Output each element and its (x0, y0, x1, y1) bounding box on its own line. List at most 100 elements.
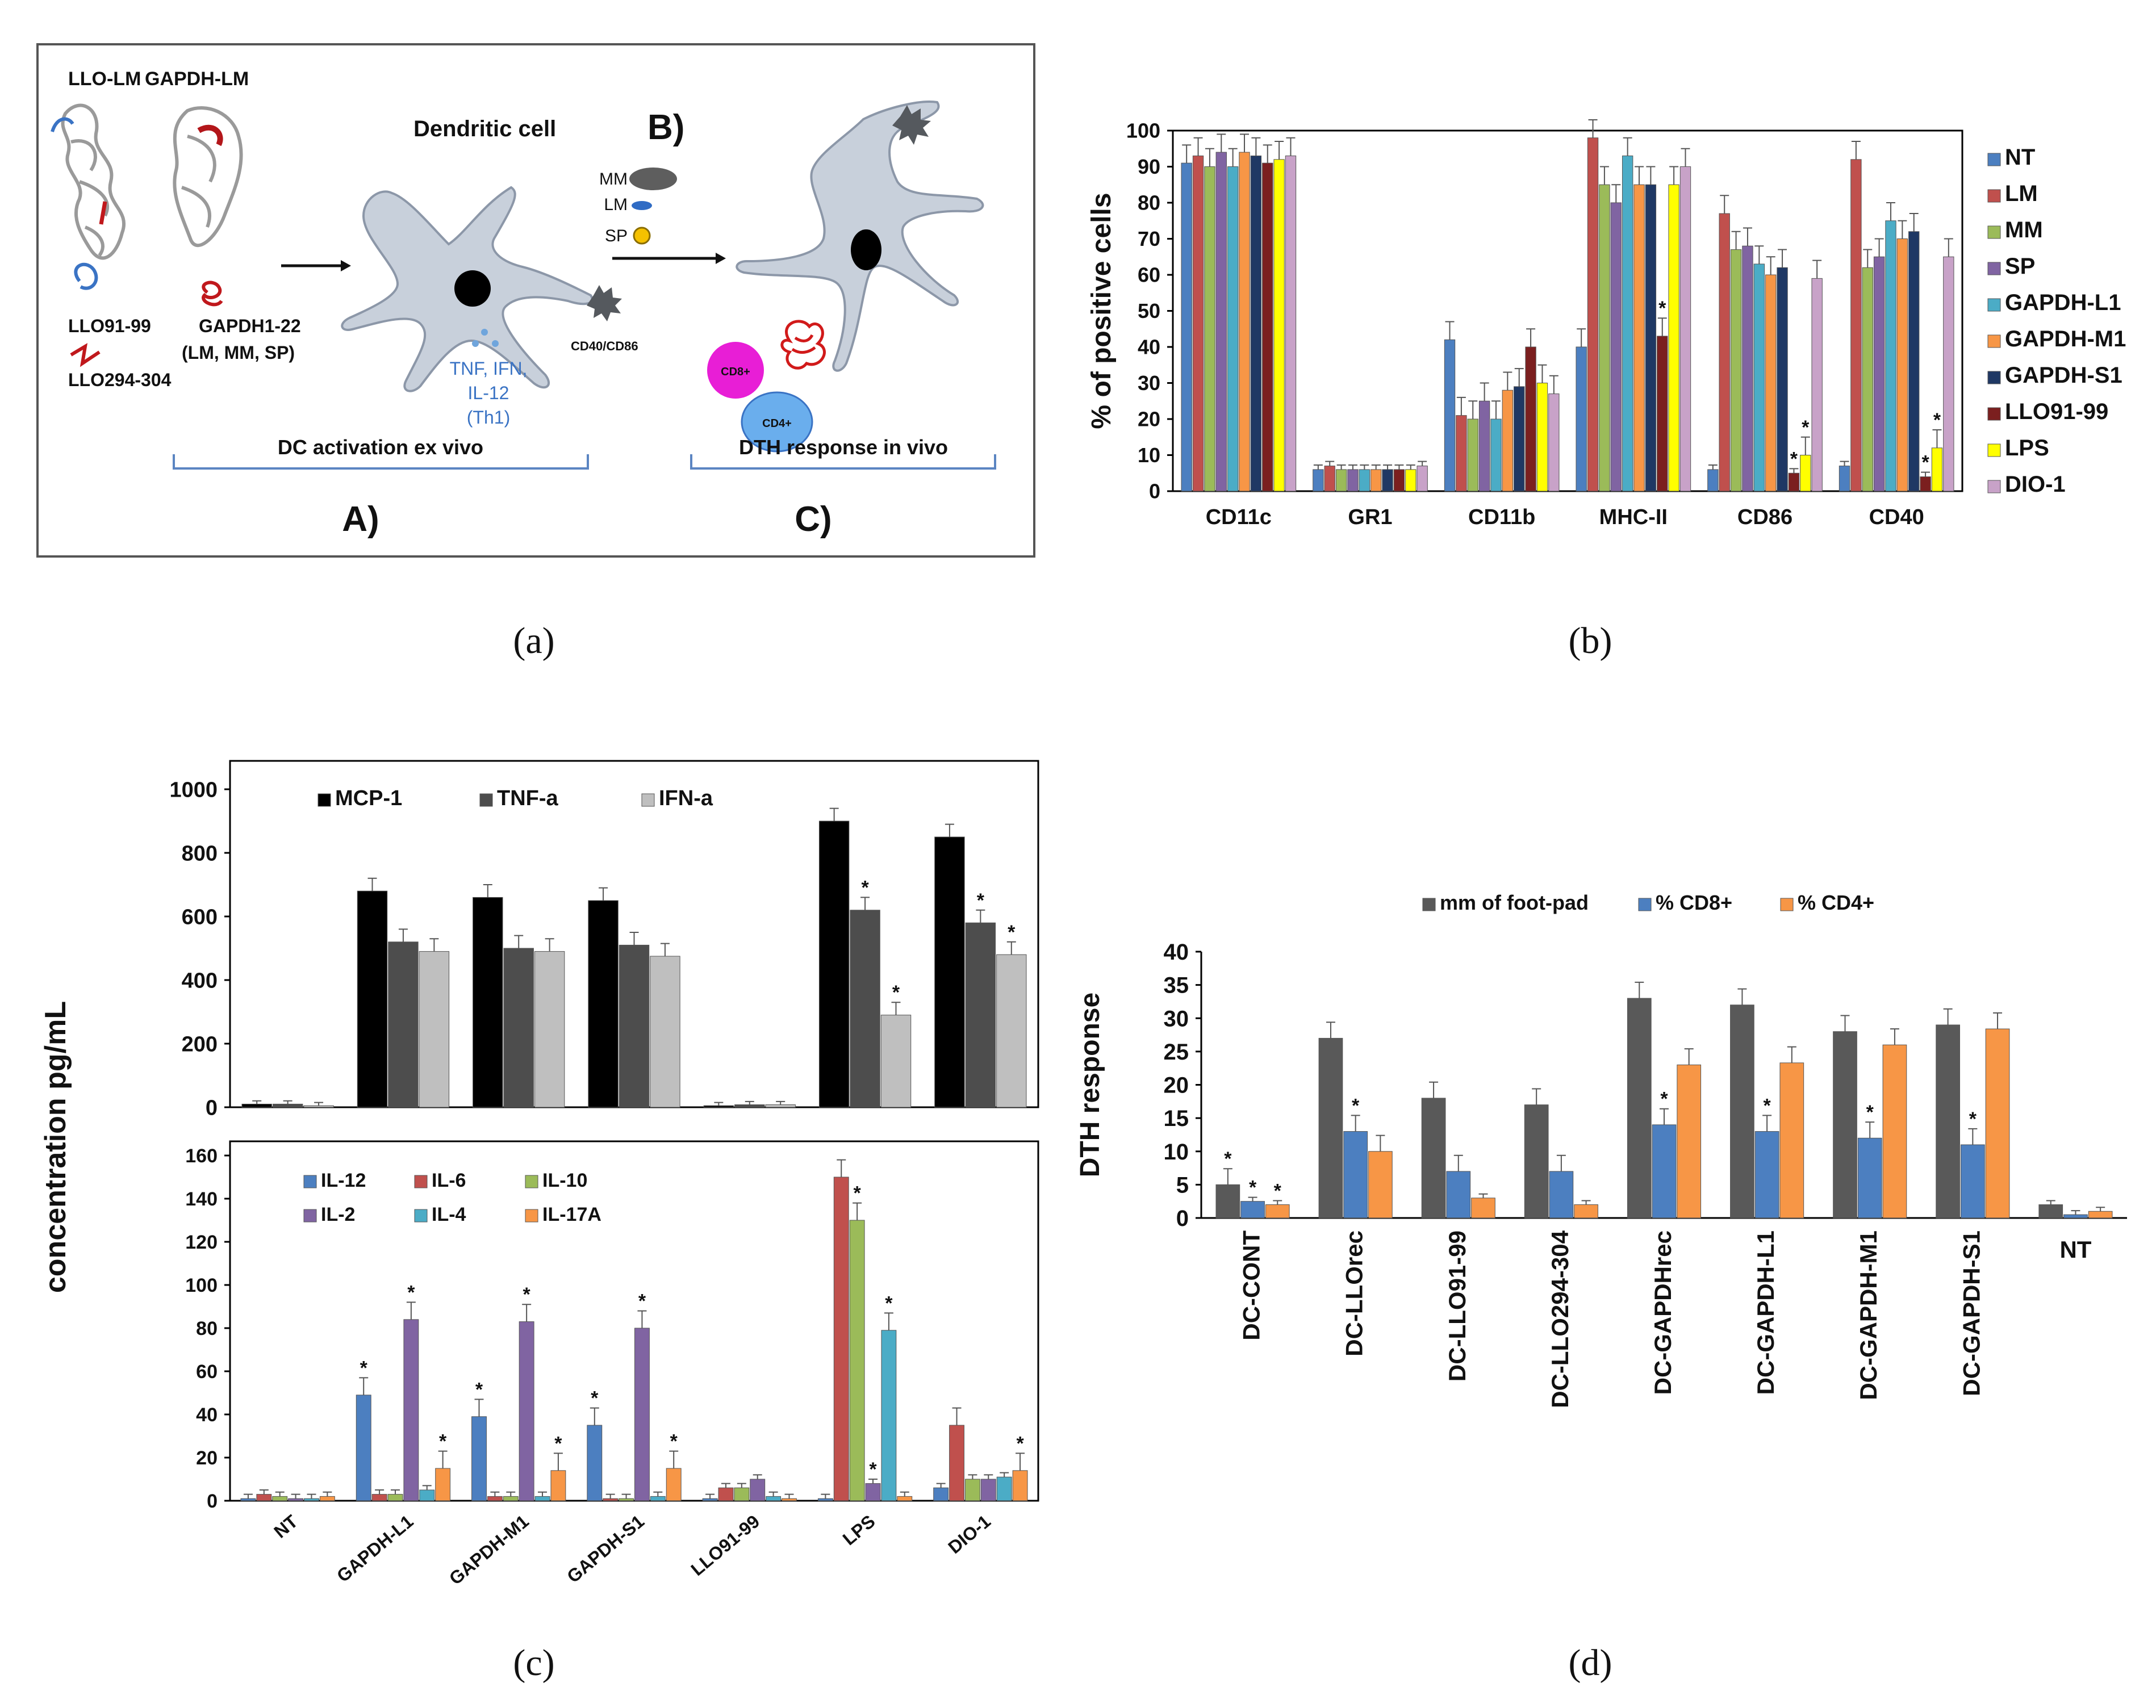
chart-c-bottom-error-bar (259, 1489, 269, 1494)
chart-b-bar (1908, 231, 1920, 492)
chart-b-error-bar (1217, 133, 1226, 153)
chart-d-error-bar (1248, 1196, 1257, 1202)
chart-d-bar (1677, 1064, 1702, 1219)
chart-b-legend-swatch (1987, 334, 2001, 348)
chart-d-error-bar (1968, 1128, 1978, 1145)
chart-c-bottom-bar (288, 1498, 304, 1501)
chart-c-bottom-significance-star: * (869, 1459, 877, 1480)
chart-d-bar (1833, 1031, 1857, 1219)
chart-c-top-bar (473, 897, 503, 1108)
chart-d-category-label: DC-LLOrec (1341, 1230, 1368, 1357)
panel-c-label: (c) (513, 1642, 554, 1684)
chart-b-error-bar (1468, 400, 1478, 419)
chart-b-significance-star: * (1802, 417, 1810, 438)
chart-b-bar (1514, 386, 1525, 492)
chart-b-bar (1850, 159, 1862, 492)
chart-d-bar (1471, 1198, 1495, 1219)
chart-b-bar (1382, 469, 1393, 492)
chart-c-top-legend-label: TNF-a (497, 786, 559, 810)
chart-c-top-y-tick-label: 0 (206, 1096, 218, 1120)
chart-c-top-error-bar (660, 943, 670, 956)
chart-b-bar (1730, 249, 1742, 492)
activation-marker-icon (892, 105, 931, 145)
chart-b-category-label: CD40 (1869, 505, 1924, 529)
chart-b-error-bar (1599, 166, 1609, 185)
chart-c-bottom-bar (897, 1496, 913, 1501)
chart-b-legend-label: NT (2005, 145, 2035, 170)
chart-d-y-tick-label: 20 (1164, 1073, 1189, 1098)
chart-c-bottom-significance-star: * (360, 1357, 368, 1379)
chart-c-top-error-bar (629, 932, 639, 945)
chart-c-bottom-bar (419, 1489, 435, 1501)
chart-c-bottom-category-label: LLO91-99 (687, 1511, 763, 1580)
chart-d-error-bar (1943, 1008, 1953, 1025)
chart-c-bottom-category-label: GAPDH-L1 (333, 1511, 417, 1586)
chart-b-bar (1204, 166, 1215, 492)
chart-b-error-bar (1549, 375, 1558, 394)
chart-c-bottom-bar (619, 1498, 634, 1501)
chart-b-error-bar (1325, 461, 1335, 466)
chart-c-bottom-error-bar (868, 1479, 878, 1484)
chart-b-legend-label: SP (2005, 254, 2035, 279)
chart-b-y-tick-label: 10 (1138, 443, 1160, 467)
legend-mm-label: MM (599, 170, 628, 189)
chart-c-bottom-bar (256, 1494, 272, 1501)
chart-b-error-bar (1418, 461, 1427, 466)
chart-b-bar (1873, 256, 1885, 492)
chart-b-significance-star: * (1790, 448, 1798, 470)
chart-c-top-y-axis-label: concentration pg/mL (39, 1001, 72, 1293)
chart-c-bottom-legend-swatch (303, 1209, 317, 1223)
chart-b-bar (1536, 383, 1548, 492)
chart-b-error-bar (1800, 436, 1810, 455)
cd40-cd86-label: CD40/CD86 (571, 339, 638, 353)
chart-c-bottom-bar (782, 1498, 797, 1501)
chart-d-significance-star: * (1866, 1102, 1874, 1123)
chart-d-category-label: DC-GAPDHrec (1649, 1230, 1676, 1395)
chart-d-significance-star: * (1763, 1095, 1771, 1116)
chart-d-error-bar (1223, 1168, 1232, 1185)
chart-c-bottom-legend-label: IL-4 (432, 1204, 466, 1225)
chart-c-bottom-bar (650, 1496, 666, 1501)
chart-b-bar (1478, 400, 1490, 492)
chart-c-bottom-bar (718, 1487, 734, 1501)
llo-protein-structure (61, 103, 126, 260)
chart-b-bar (1633, 184, 1645, 492)
chart-c-bottom-bar (865, 1483, 881, 1501)
chart-d-error-bar (1635, 981, 1644, 999)
chart-b-bar (1862, 267, 1873, 492)
activation-marker-icon (587, 285, 622, 321)
chart-c-top-legend-label: MCP-1 (335, 786, 402, 810)
chart-c-bottom-bar (817, 1498, 833, 1501)
chart-b-y-tick-label: 30 (1138, 371, 1160, 395)
chart-d-error-bar (1787, 1046, 1796, 1063)
chart-c-top-legend-swatch (641, 793, 655, 807)
chart-d-y-tick-label: 5 (1176, 1173, 1189, 1198)
chart-d-bar (1549, 1171, 1574, 1219)
cytokines-line-1: TNF, IFN, (450, 358, 528, 379)
chart-c-bottom-error-bar (275, 1491, 285, 1497)
chart-c-top-error-bar (483, 884, 492, 898)
chart-c-top-error-bar (976, 909, 985, 923)
chart-b-bar (1610, 202, 1622, 492)
chart-d-legend-label: % CD4+ (1798, 891, 1874, 914)
chart-c-top-bar (880, 1015, 912, 1108)
cytokines-line-3: (Th1) (467, 407, 510, 428)
chart-c-bottom-error-bar (1016, 1452, 1025, 1471)
chart-b-error-bar (1228, 148, 1238, 167)
chart-c-top-error-bar (745, 1100, 754, 1105)
chart-c-bottom-error-bar (705, 1493, 715, 1499)
chart-d-bar (2038, 1204, 2063, 1219)
chart-b-y-tick-label: 60 (1138, 263, 1160, 287)
chart-d-legend-swatch (1422, 898, 1436, 911)
chart-d-y-tick-label: 35 (1164, 973, 1189, 998)
chart-c-bottom-bar (534, 1496, 550, 1501)
chart-d-significance-star: * (1249, 1177, 1257, 1199)
chart-b-bar (1839, 466, 1850, 492)
mm-particle-icon (629, 168, 677, 190)
chart-d-bar (1215, 1184, 1240, 1219)
chart-c-top-bar (534, 951, 565, 1108)
chart-b-error-bar (1766, 256, 1775, 275)
chart-c-bottom-bar (750, 1479, 766, 1501)
chart-b-y-tick-label: 20 (1138, 408, 1160, 431)
chart-d-bar (1446, 1171, 1471, 1219)
